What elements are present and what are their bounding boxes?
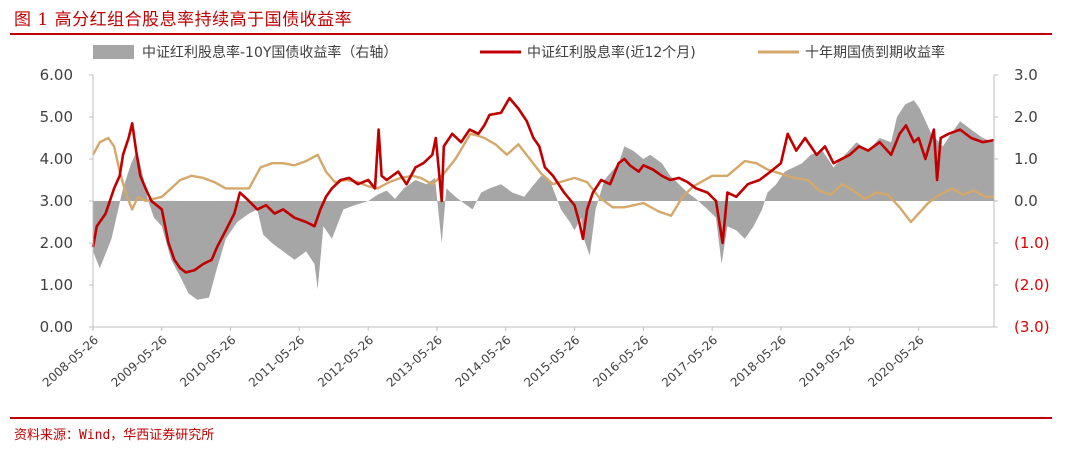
x-tick-label: 2009-05-26 xyxy=(109,333,170,390)
x-tick-label: 2018-05-26 xyxy=(728,333,789,390)
x-tick-label: 2008-05-26 xyxy=(40,333,101,390)
x-tick-label: 2013-05-26 xyxy=(384,333,445,390)
legend-label-spread: 中证红利股息率-10Y国债收益率（右轴） xyxy=(142,44,397,61)
legend: 中证红利股息率-10Y国债收益率（右轴） 中证红利股息率(近12个月) 十年期国债到… xyxy=(93,44,945,61)
right-tick-label: 2.0 xyxy=(1014,108,1038,126)
bond-yield-line xyxy=(91,132,994,224)
x-tick-label: 2015-05-26 xyxy=(521,333,582,390)
x-tick-label: 2014-05-26 xyxy=(453,333,514,390)
left-tick-label: 5.00 xyxy=(40,108,73,126)
spread-area-group xyxy=(93,100,994,300)
right-tick-label: (3.0) xyxy=(1014,318,1050,336)
dividend-yield-line xyxy=(91,96,995,274)
x-tick-label: 2012-05-26 xyxy=(315,333,376,390)
source-rule xyxy=(10,417,1052,419)
right-tick-label: 1.0 xyxy=(1014,150,1038,168)
legend-swatch-spread xyxy=(93,45,134,59)
left-tick-label: 0.00 xyxy=(40,318,73,336)
legend-label-dividend: 中证红利股息率(近12个月) xyxy=(527,44,696,61)
legend-label-bond: 十年期国债到期收益率 xyxy=(805,44,945,61)
left-tick-label: 1.00 xyxy=(40,276,73,294)
right-tick-label: 0.0 xyxy=(1014,192,1038,210)
figure-title: 图 1 高分红组合股息率持续高于国债收益率 xyxy=(14,10,353,30)
line-series-group xyxy=(91,96,995,274)
source-note: 资料来源：Wind，华西证券研究所 xyxy=(14,428,215,443)
x-tick-label: 2016-05-26 xyxy=(590,333,651,390)
x-tick-label: 2017-05-26 xyxy=(659,333,720,390)
left-tick-label: 2.00 xyxy=(40,234,73,252)
x-tick-label: 2019-05-26 xyxy=(797,333,858,390)
right-tick-label: (2.0) xyxy=(1014,276,1050,294)
left-tick-label: 4.00 xyxy=(40,150,73,168)
right-tick-label: (1.0) xyxy=(1014,234,1050,252)
x-tick-label: 2010-05-26 xyxy=(177,333,238,390)
left-tick-label: 3.00 xyxy=(40,192,73,210)
spread-area xyxy=(93,100,994,300)
left-tick-label: 6.00 xyxy=(40,66,73,84)
right-tick-label: 3.0 xyxy=(1014,66,1038,84)
title-rule xyxy=(10,33,1052,35)
x-tick-label: 2011-05-26 xyxy=(246,333,307,390)
x-tick-label: 2020-05-26 xyxy=(865,333,926,390)
